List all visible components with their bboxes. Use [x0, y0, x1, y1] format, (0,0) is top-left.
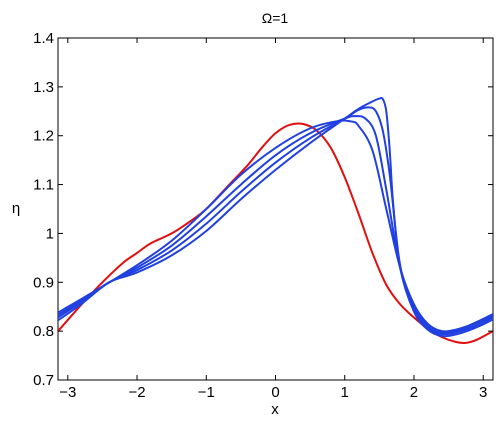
- x-tick-label: −2: [128, 384, 145, 401]
- x-tick-label: −3: [59, 384, 76, 401]
- x-tick-label: −1: [198, 384, 215, 401]
- y-tick-label: 0.9: [33, 274, 54, 291]
- y-axis-label: η: [12, 200, 20, 217]
- x-tick-label: 0: [271, 384, 279, 401]
- y-tick-label: 1.2: [33, 128, 54, 145]
- series-line-3: [58, 106, 493, 336]
- x-tick-label: 2: [410, 384, 418, 401]
- series-line-1: [58, 119, 493, 333]
- y-tick-label: 0.8: [33, 323, 54, 340]
- y-tick-label: 1.4: [33, 30, 54, 47]
- x-tick-label: 1: [341, 384, 349, 401]
- y-axis: 0.7 0.8 0.9 1 1.1 1.2 1.3 1.4: [33, 30, 493, 389]
- x-axis-label: x: [271, 401, 279, 418]
- y-tick-label: 1: [46, 225, 54, 242]
- series-line-2: [58, 115, 493, 334]
- y-tick-label: 1.1: [33, 177, 54, 194]
- series-layer: [58, 96, 493, 344]
- y-tick-label: 1.3: [33, 79, 54, 96]
- series-line-4: [58, 96, 493, 338]
- x-tick-label: 3: [479, 384, 487, 401]
- y-tick-label: 0.7: [33, 372, 54, 389]
- x-axis: −3 −2 −1 0 1 2 3: [59, 38, 487, 401]
- chart-title: Ω=1: [262, 10, 289, 26]
